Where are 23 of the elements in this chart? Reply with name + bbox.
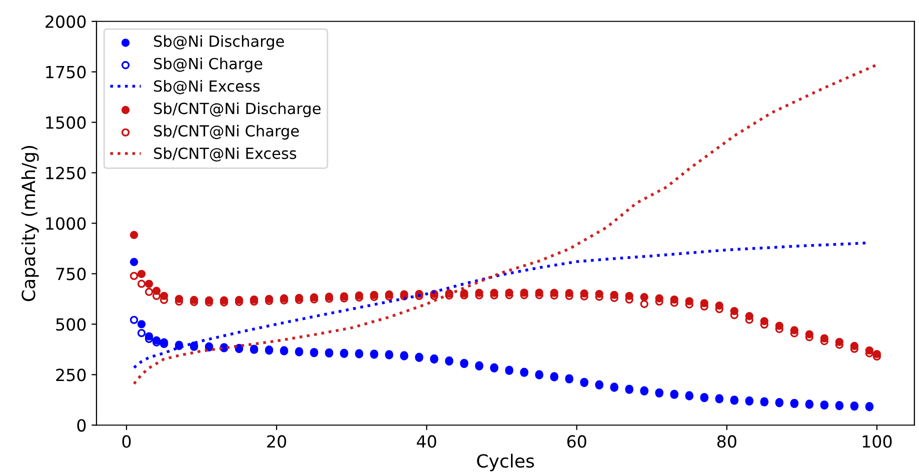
y-tick-label: 1000 xyxy=(46,217,86,230)
y-tick-label: 500 xyxy=(56,318,86,331)
y-tick-label: 2000 xyxy=(46,15,86,28)
legend-label: Sb/CNT@Ni Charge xyxy=(154,124,299,140)
x-tick-label: 20 xyxy=(267,435,286,448)
x-axis-title: Cycles xyxy=(477,454,534,472)
legend-label: Sb@Ni Discharge xyxy=(154,35,284,50)
x-tick-label: 80 xyxy=(717,435,736,448)
y-tick-label: 1750 xyxy=(46,66,86,78)
x-tick-label: 60 xyxy=(567,435,586,448)
y-tick-label: 750 xyxy=(56,268,86,280)
y-tick-label: 1250 xyxy=(46,166,86,180)
y-tick-label: 250 xyxy=(56,368,86,382)
legend-label: Sb/CNT@Ni Excess xyxy=(154,147,296,162)
y-axis-title: Capacity (mAh/g) xyxy=(21,146,39,302)
x-tick-label: 0 xyxy=(122,435,131,448)
legend-label: Sb@Ni Charge xyxy=(154,58,262,72)
y-tick-label: 0 xyxy=(77,419,86,432)
legend-label: Sb@Ni Excess xyxy=(154,80,260,94)
y-tick-label: 1500 xyxy=(46,116,86,129)
legend-label: Sb/CNT@Ni Discharge xyxy=(154,102,321,118)
x-tick-label: 40 xyxy=(416,435,436,448)
x-tick-label: 100 xyxy=(862,435,892,448)
